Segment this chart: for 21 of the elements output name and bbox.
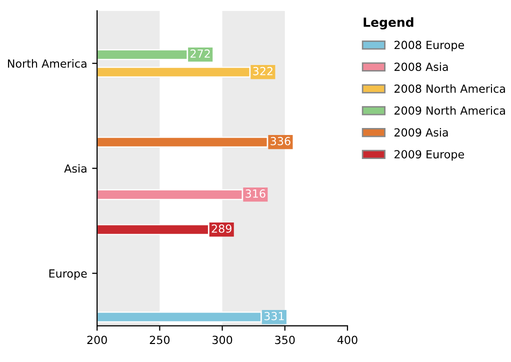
legend-title: Legend (364, 17, 414, 30)
legend-label: 2008 North America (394, 84, 505, 93)
x-tick-label: 350 (275, 336, 295, 344)
y-tick-label: Europe (49, 269, 87, 280)
y-tick-label: North America (8, 59, 86, 68)
x-tick-label: 400 (337, 336, 358, 344)
y-tick-label: Asia (64, 164, 86, 173)
legend-label: 2008 Asia (394, 62, 448, 72)
x-tick-label: 200 (87, 336, 107, 344)
x-tick-label: 250 (150, 336, 170, 344)
data-label: 336 (270, 136, 290, 146)
legend-label: 2009 Asia (394, 128, 448, 137)
data-label: 316 (246, 189, 266, 198)
x-tick-label: 300 (212, 336, 232, 344)
data-label: 272 (190, 49, 210, 58)
legend-label: 2009 North America (394, 106, 505, 115)
data-label: 289 (212, 224, 232, 233)
data-label: 331 (264, 312, 284, 320)
legend-label: 2008 Europe (394, 40, 464, 52)
data-label: 322 (253, 66, 272, 76)
legend-label: 2009 Europe (394, 150, 464, 161)
